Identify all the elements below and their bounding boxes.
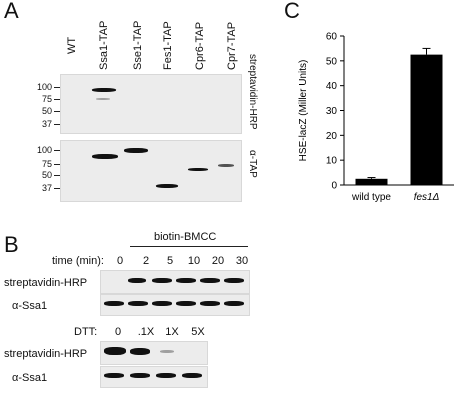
blot-band [92, 88, 116, 92]
y-tick-label: 30 [326, 106, 338, 117]
mw-marker: 100 [36, 145, 52, 155]
mw-tick [54, 188, 60, 189]
mw-tick [54, 87, 60, 88]
blot-a-streptavidin [60, 74, 242, 134]
blot-band [176, 278, 196, 283]
mw-marker: 50 [41, 106, 52, 116]
caption-fragment [0, 396, 474, 405]
lane-label-fes1: Fes1-TAP [162, 21, 174, 70]
mw-marker: 75 [41, 94, 52, 104]
lane-label-wt: WT [66, 36, 78, 54]
time-value: 5 [166, 255, 174, 267]
blot-a-top-label: streptavidin-HRP [247, 54, 258, 130]
blot-a-bottom-label: α-TAP [247, 150, 258, 178]
lane-label-sse1: Sse1-TAP [132, 20, 144, 70]
blot-b-ssa1-dtt [100, 366, 208, 388]
y-tick-label: 20 [326, 131, 338, 142]
panel-b-letter: B [4, 232, 19, 257]
lane-label-cpr6: Cpr6-TAP [194, 21, 206, 70]
row-label-streptavidin-2: streptavidin-HRP [4, 348, 88, 360]
blot-band [128, 301, 148, 306]
blot-band [124, 148, 148, 153]
blot-band [96, 98, 110, 100]
y-axis-label: HSE-lacZ (Miller Units) [298, 60, 309, 162]
blot-band [152, 301, 172, 306]
dtt-value: 1X [165, 326, 179, 338]
row-label-streptavidin-1: streptavidin-HRP [4, 277, 88, 289]
blot-band [152, 278, 172, 283]
blot-band [128, 278, 146, 283]
blot-band [156, 184, 178, 188]
blot-band [182, 373, 202, 378]
dtt-label: DTT: [74, 326, 98, 338]
mw-marker: 75 [41, 159, 52, 169]
blot-band [200, 301, 220, 306]
row-label-ssa1-1: α-Ssa1 [12, 300, 48, 312]
x-tick-label: wild type [351, 192, 391, 203]
blot-band [130, 373, 150, 378]
time-value: 10 [187, 255, 201, 267]
dtt-value: .1X [137, 326, 155, 338]
blot-band [188, 168, 208, 171]
blot-band [104, 301, 124, 306]
blot-band [160, 350, 174, 353]
mw-marker: 50 [41, 170, 52, 180]
bar [355, 178, 388, 185]
time-value: 30 [235, 255, 249, 267]
treatment-label: biotin-BMCC [154, 231, 217, 243]
time-value: 2 [142, 255, 150, 267]
blot-band [104, 347, 126, 355]
bar [410, 54, 443, 185]
time-value: 0 [116, 255, 124, 267]
panel-a-letter: A [4, 0, 19, 23]
mw-tick [54, 111, 60, 112]
blot-band [224, 301, 244, 306]
panel-c-letter: C [284, 0, 300, 23]
mw-tick [54, 175, 60, 176]
y-tick-label: 0 [331, 181, 337, 192]
blot-band [130, 348, 150, 355]
mw-marker: 37 [41, 183, 52, 193]
dtt-value: 5X [191, 326, 205, 338]
x-tick-label: fes1Δ [414, 192, 440, 203]
mw-marker: 100 [36, 82, 52, 92]
time-label: time (min): [52, 255, 104, 267]
blot-band [156, 373, 176, 378]
y-tick-label: 10 [326, 156, 338, 167]
lane-label-cpr7: Cpr7-TAP [226, 21, 238, 70]
time-value: 20 [211, 255, 225, 267]
blot-band [218, 164, 234, 167]
blot-b-ssa1-time [100, 294, 250, 316]
blot-band [92, 154, 118, 159]
treatment-bracket [130, 246, 248, 247]
y-tick-label: 40 [326, 81, 338, 92]
row-label-ssa1-2: α-Ssa1 [12, 372, 48, 384]
mw-tick [54, 99, 60, 100]
blot-band [176, 301, 196, 306]
blot-band [224, 278, 244, 283]
dtt-value: 0 [114, 326, 122, 338]
mw-tick [54, 124, 60, 125]
blot-band [200, 278, 220, 283]
mw-tick [54, 150, 60, 151]
lane-label-ssa1: Ssa1-TAP [98, 20, 110, 70]
blot-a-tap [60, 140, 242, 202]
mw-tick [54, 164, 60, 165]
chart-c: 0 10 20 30 40 50 60 HSE-lacZ (Miller Units) wild… [298, 32, 454, 203]
mw-marker: 37 [41, 119, 52, 129]
y-tick-label: 50 [326, 56, 338, 67]
blot-band [104, 373, 124, 378]
y-tick-label: 60 [326, 32, 338, 43]
